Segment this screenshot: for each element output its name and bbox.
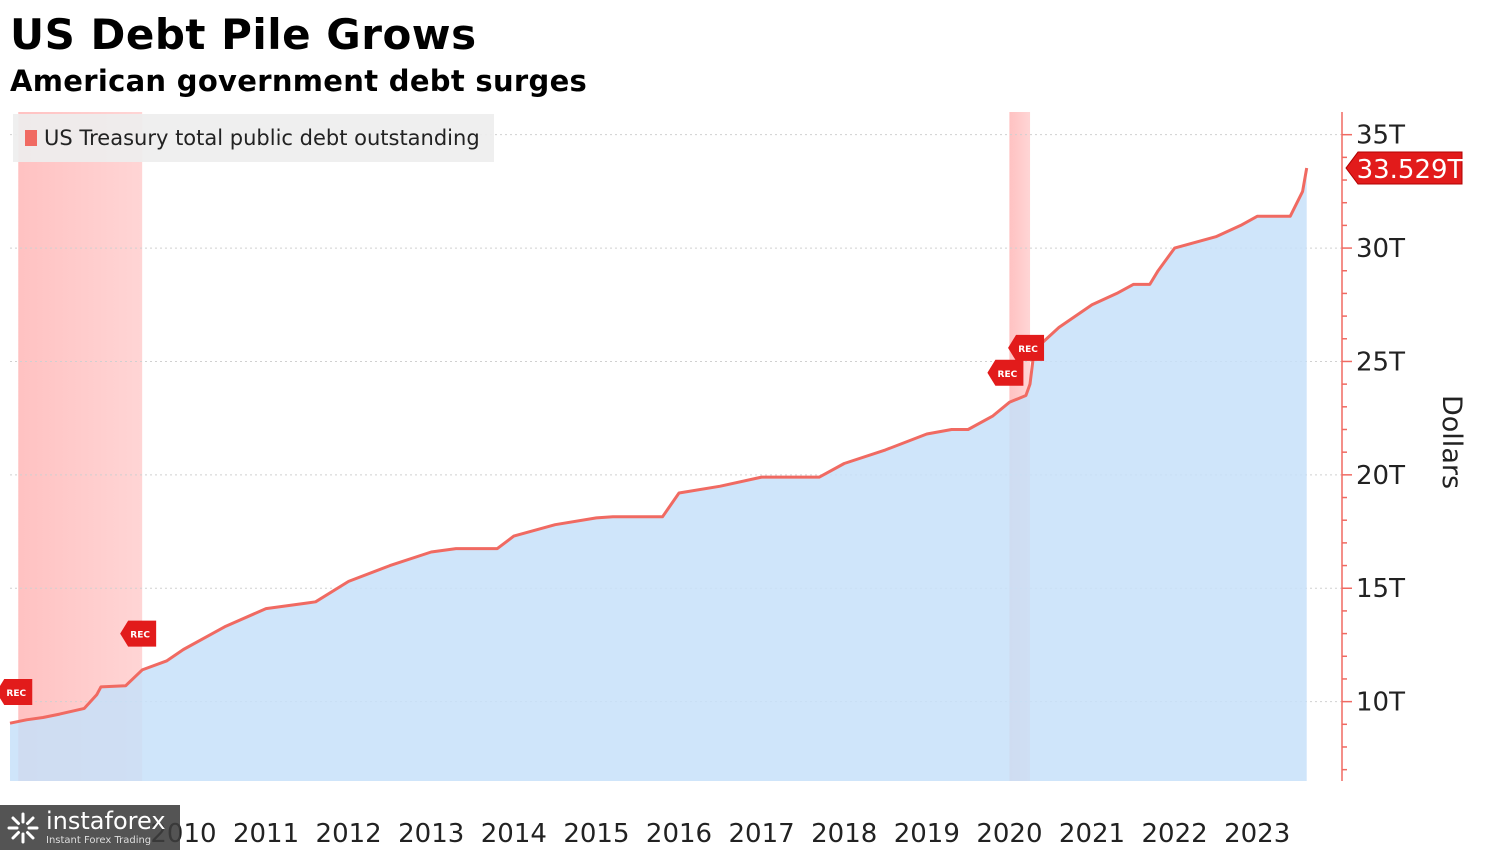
x-tick-label: 2021 <box>1059 819 1125 849</box>
recession-marker-shape <box>1008 334 1045 361</box>
recession-markers: REC REC REC REC <box>0 334 1045 705</box>
chart-legend: US Treasury total public debt outstandin… <box>13 114 494 162</box>
series-line <box>9 167 1309 725</box>
series-area <box>10 168 1307 781</box>
recession-marker-label: REC <box>998 370 1018 380</box>
x-tick-label: 2016 <box>646 819 712 849</box>
last-value: 33.529T <box>1345 151 1464 185</box>
instaforex-logo-icon <box>7 812 39 843</box>
watermark: instaforex Instant Forex Trading <box>0 805 180 850</box>
recession-marker-shape <box>987 359 1024 386</box>
x-tick-label: 2015 <box>563 819 629 849</box>
legend-label: US Treasury total public debt outstandin… <box>44 126 480 150</box>
recession-marker-shape <box>120 620 157 647</box>
chart-subtitle: American government debt surges <box>10 64 588 98</box>
recession-marker: REC <box>120 620 157 647</box>
y-tick-label: 10T <box>1356 688 1405 718</box>
x-tick-label: 2017 <box>729 819 795 849</box>
recession-marker: REC <box>1008 334 1045 361</box>
x-tick-label: 2014 <box>481 819 547 849</box>
x-tick-label: 2020 <box>976 819 1042 849</box>
recession-marker: REC <box>0 678 33 705</box>
y-tick-label: 20T <box>1356 461 1405 491</box>
y-tick-label: 15T <box>1356 574 1405 604</box>
recession-marker: REC <box>987 359 1024 386</box>
recession-marker-label: REC <box>6 689 26 699</box>
x-tick-label: 2012 <box>316 819 382 849</box>
x-tick-label: 2013 <box>398 819 464 849</box>
last-value-badge-shape <box>1345 151 1463 185</box>
x-tick-label: 2022 <box>1142 819 1208 849</box>
recession-marker-shape <box>0 678 33 705</box>
last-value-badge: 33.529T <box>1345 151 1464 185</box>
chart-title: US Debt Pile Grows <box>10 10 477 59</box>
x-axis: 2010 2011 2012 2013 2014 2015 2016 2017 2018 2019… <box>150 819 1290 849</box>
y-tick-label: 30T <box>1356 234 1405 264</box>
y-tick-label: 35T <box>1356 121 1405 151</box>
recession-band <box>18 112 143 781</box>
x-tick-label: 2019 <box>894 819 960 849</box>
last-value-label: 33.529T <box>1357 155 1464 185</box>
watermark-tagline: Instant Forex Trading <box>46 835 152 846</box>
y-tick-label: 25T <box>1356 347 1405 377</box>
area-layer <box>10 168 1307 781</box>
y-axis-label: Dollars <box>1436 395 1467 490</box>
y-axis: 10T 15T 20T 25T 30T 35T <box>1341 112 1405 781</box>
x-tick-label: 2023 <box>1224 819 1290 849</box>
watermark-brand: instaforex <box>46 807 166 835</box>
recession-marker-label: REC <box>1018 345 1038 355</box>
x-tick-label: 2011 <box>233 819 299 849</box>
line-layer <box>9 167 1309 725</box>
x-tick-label: 2018 <box>811 819 877 849</box>
recession-marker-label: REC <box>130 631 150 641</box>
legend-swatch <box>25 130 37 146</box>
